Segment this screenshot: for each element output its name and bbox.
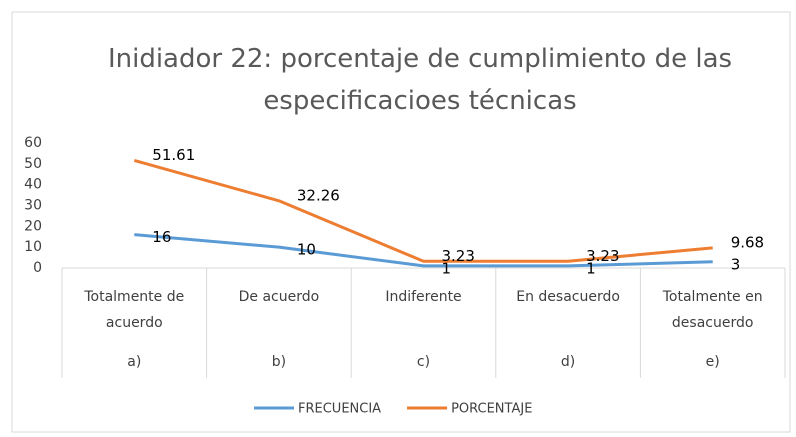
data-label: 51.61: [152, 146, 195, 164]
legend-label: PORCENTAJE: [451, 402, 532, 417]
data-label: 3: [731, 255, 741, 273]
x-group-label: c): [416, 354, 431, 370]
line-series: [133, 159, 713, 263]
y-tick-label: 50: [24, 156, 42, 172]
x-group-label: b): [271, 354, 287, 370]
data-label: 9.68: [731, 233, 764, 251]
data-label: 1: [586, 259, 596, 277]
y-tick-label: 40: [24, 177, 42, 193]
chart-border: [11, 11, 791, 433]
x-tick-label: En desacuerdo: [516, 289, 620, 305]
data-label: 16: [152, 228, 171, 246]
x-group-label: d): [560, 354, 576, 370]
y-tick-label: 0: [33, 260, 42, 276]
x-tick-label: De acuerdo: [238, 289, 320, 305]
y-tick-label: 10: [24, 239, 42, 255]
x-group-label: e): [705, 354, 720, 370]
data-label: 3.23: [586, 247, 619, 265]
y-tick-label: 30: [24, 198, 42, 214]
data-label: 10: [297, 241, 316, 259]
y-tick-label: 60: [24, 135, 42, 151]
line-series: [134, 233, 713, 268]
y-tick-label: 20: [24, 218, 42, 234]
x-tick-label: Indiferente: [385, 289, 462, 305]
x-tick-label: Totalmente en desacuerdo: [662, 289, 763, 331]
x-group-label: a): [127, 354, 142, 370]
x-tick-label: Totalmente de acuerdo: [84, 289, 185, 331]
data-label: 32.26: [297, 186, 340, 204]
data-label: 3.23: [442, 247, 475, 265]
legend-label: FRECUENCIA: [298, 402, 381, 417]
data-label: 1: [442, 259, 452, 277]
chart-title: Inidiador 22: porcentaje de cumplimiento…: [107, 44, 733, 116]
